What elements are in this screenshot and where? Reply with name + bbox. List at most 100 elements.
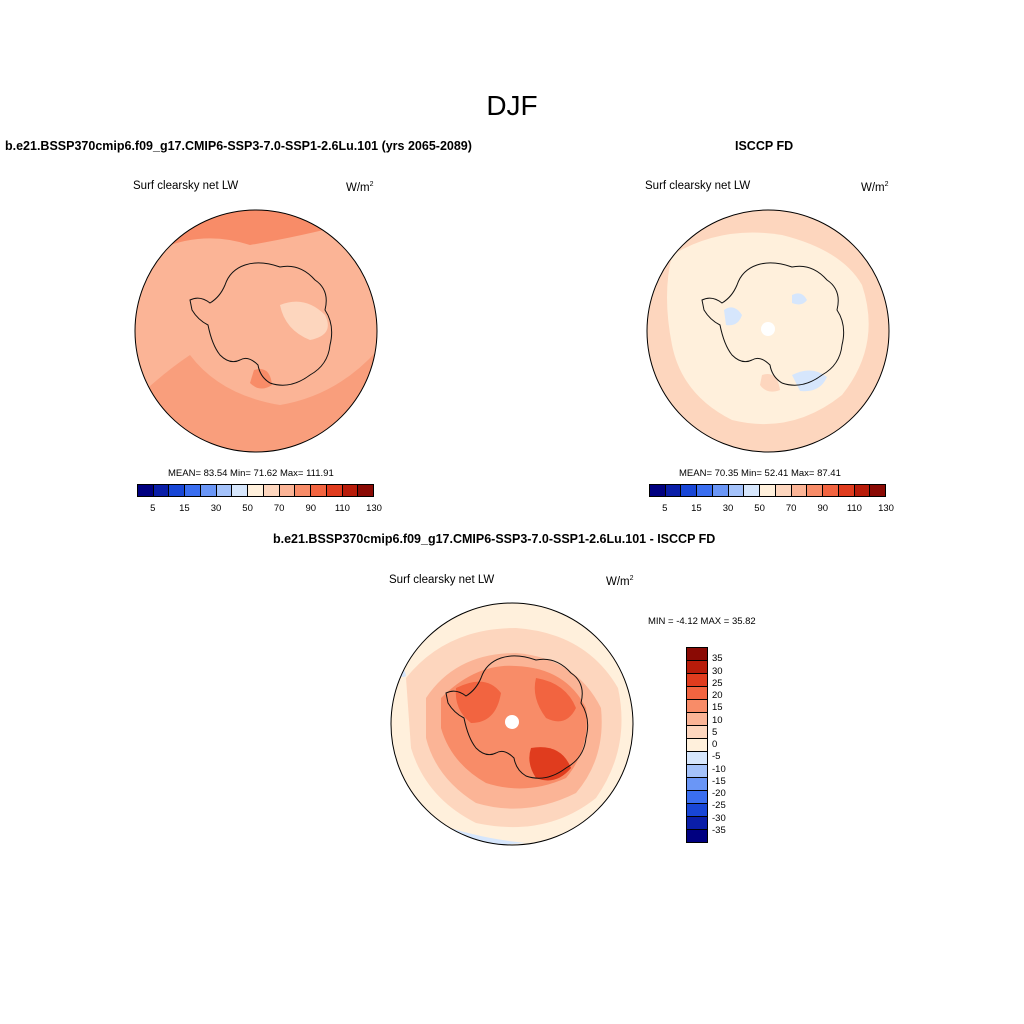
model-unit-label: W/m2 <box>346 181 374 194</box>
colorbar-swatch <box>728 485 745 496</box>
colorbar-swatch <box>263 485 280 496</box>
model-stats: MEAN= 83.54 Min= 71.62 Max= 111.91 <box>168 468 334 479</box>
colorbar-tick-label: 50 <box>754 503 765 514</box>
colorbar-swatch <box>687 726 707 739</box>
colorbar-tick-label: 10 <box>712 714 723 726</box>
colorbar-tick-label: 70 <box>785 503 797 514</box>
colorbar-tick-label: -30 <box>712 812 726 824</box>
colorbar-swatch <box>687 778 707 791</box>
colorbar-swatch <box>295 485 312 496</box>
model-field-peak-patch <box>250 369 272 389</box>
colorbar-tick-label: 50 <box>242 503 253 514</box>
diff-field-higher-patch-1 <box>455 681 501 723</box>
colorbar-tick-label: -20 <box>712 788 726 799</box>
model-colorbar <box>137 484 374 497</box>
colorbar-tick-label: 15 <box>691 503 702 514</box>
colorbar-swatch <box>760 485 776 496</box>
diff-colorbar <box>686 647 708 843</box>
colorbar-swatch <box>687 830 707 842</box>
colorbar-swatch <box>807 485 824 496</box>
colorbar-swatch <box>342 485 359 496</box>
model-variable-label: Surf clearsky net LW <box>133 180 239 192</box>
colorbar-swatch <box>216 485 233 496</box>
colorbar-tick-label: 5 <box>712 726 718 738</box>
colorbar-tick-label: 70 <box>273 503 285 514</box>
colorbar-swatch <box>687 648 707 661</box>
model-map-border <box>134 209 378 453</box>
colorbar-swatch <box>823 485 839 496</box>
obs-field-blue-patch-3 <box>792 293 807 305</box>
colorbar-swatch <box>687 713 707 726</box>
obs-field-base-patch <box>760 374 780 392</box>
colorbar-tick-label: 5 <box>662 503 668 514</box>
colorbar-swatch <box>153 485 170 496</box>
colorbar-swatch <box>687 791 707 804</box>
diff-pole-hole <box>505 715 519 729</box>
colorbar-tick-label: 130 <box>878 503 894 514</box>
obs-field-blue-patch-2 <box>792 370 827 392</box>
colorbar-tick-label: 5 <box>150 503 156 514</box>
colorbar-swatch <box>248 485 264 496</box>
colorbar-swatch <box>687 687 707 700</box>
colorbar-tick-label: 0 <box>712 739 718 750</box>
model-polar-map <box>134 209 378 453</box>
colorbar-tick-label: 30 <box>210 503 222 514</box>
colorbar-tick-label: 15 <box>712 702 723 714</box>
obs-colorbar <box>649 484 886 497</box>
diff-polar-map <box>390 602 634 846</box>
colorbar-swatch <box>697 485 713 496</box>
obs-polar-map <box>646 209 890 453</box>
colorbar-swatch <box>665 485 682 496</box>
obs-pole-hole <box>761 322 775 336</box>
colorbar-swatch <box>775 485 792 496</box>
colorbar-tick-label: -5 <box>712 751 721 763</box>
diff-unit-label: W/m2 <box>606 575 634 588</box>
obs-stats: MEAN= 70.35 Min= 52.41 Max= 87.41 <box>679 468 841 479</box>
obs-panel-title: ISCCP FD <box>735 139 794 153</box>
colorbar-tick-label: 130 <box>366 503 382 514</box>
colorbar-swatch <box>169 485 186 496</box>
colorbar-tick-label: 110 <box>846 503 862 514</box>
colorbar-swatch <box>687 765 707 778</box>
colorbar-swatch <box>650 485 666 496</box>
antarctica-coastline-diff <box>445 655 589 779</box>
obs-field-blue-patch-1 <box>724 307 742 326</box>
colorbar-swatch <box>744 485 761 496</box>
obs-unit-label: W/m2 <box>861 181 889 194</box>
colorbar-swatch <box>838 485 855 496</box>
colorbar-swatch <box>279 485 296 496</box>
colorbar-tick-label: 30 <box>712 665 723 677</box>
colorbar-swatch <box>687 752 707 765</box>
diff-variable-label: Surf clearsky net LW <box>389 574 495 586</box>
obs-map-border <box>646 209 890 453</box>
colorbar-swatch <box>854 485 871 496</box>
colorbar-tick-label: 90 <box>305 503 317 514</box>
colorbar-swatch <box>138 485 154 496</box>
colorbar-tick-label: 15 <box>179 503 190 514</box>
colorbar-tick-label: 30 <box>722 503 734 514</box>
model-field-high-band <box>135 345 377 452</box>
colorbar-swatch <box>326 485 343 496</box>
colorbar-tick-label: 20 <box>712 690 723 701</box>
colorbar-swatch <box>791 485 808 496</box>
colorbar-tick-label: -10 <box>712 763 726 775</box>
diff-map-border <box>390 602 634 846</box>
colorbar-tick-label: -25 <box>712 800 726 812</box>
diff-panel-title: b.e21.BSSP370cmip6.f09_g17.CMIP6-SSP3-7.… <box>273 532 716 546</box>
colorbar-tick-label: 90 <box>817 503 829 514</box>
obs-variable-label: Surf clearsky net LW <box>645 180 751 192</box>
colorbar-swatch <box>358 485 374 496</box>
colorbar-tick-label: -35 <box>712 824 726 836</box>
colorbar-swatch <box>687 739 707 752</box>
colorbar-swatch <box>185 485 201 496</box>
colorbar-tick-label: -15 <box>712 775 726 787</box>
diff-field-higher-patch-2 <box>534 678 576 722</box>
colorbar-swatch <box>687 674 707 687</box>
colorbar-swatch <box>232 485 249 496</box>
colorbar-swatch <box>687 700 707 713</box>
diff-stats: MIN = -4.12 MAX = 35.82 <box>648 616 756 627</box>
colorbar-swatch <box>712 485 729 496</box>
colorbar-tick-label: 35 <box>712 653 723 665</box>
colorbar-swatch <box>687 817 707 830</box>
colorbar-tick-label: 25 <box>712 677 723 689</box>
